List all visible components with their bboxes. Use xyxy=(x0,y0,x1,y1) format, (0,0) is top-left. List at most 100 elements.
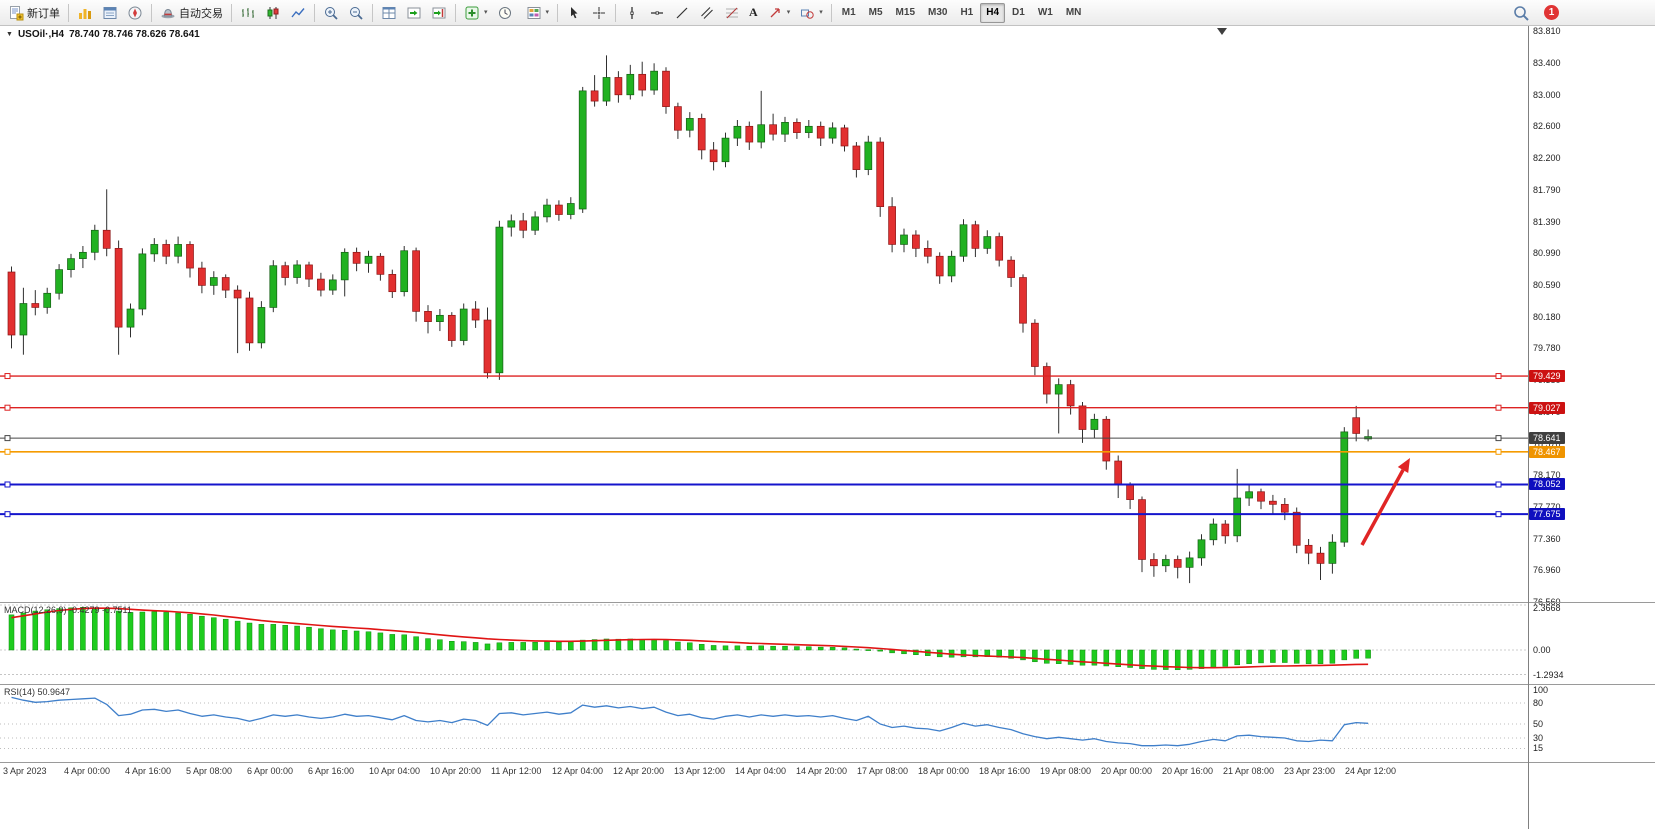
channel-icon xyxy=(699,5,715,21)
time-axis-label: 3 Apr 2023 xyxy=(3,766,47,776)
macd-chart[interactable] xyxy=(0,603,1528,684)
fibonacci-icon xyxy=(724,5,740,21)
price-scale[interactable]: 83.810 83.400 83.000 82.600 82.200 81.790 81.3… xyxy=(1528,26,1655,829)
timeframe-W1[interactable]: W1 xyxy=(1037,7,1053,18)
timeframe-M30[interactable]: M30 xyxy=(928,7,948,18)
candlestick-chart-button[interactable] xyxy=(261,2,285,24)
timeframe-D1[interactable]: D1 xyxy=(1012,7,1025,18)
vertical-line-button[interactable] xyxy=(620,2,644,24)
price-axis-label: 83.810 xyxy=(1533,26,1561,36)
time-axis-label: 14 Apr 20:00 xyxy=(796,766,848,776)
crosshair-button[interactable] xyxy=(587,2,611,24)
templates-button[interactable]: ▾ xyxy=(522,2,554,24)
shapes-tool-button[interactable]: ▾ xyxy=(795,2,827,24)
autotrade-button[interactable]: 自动交易 xyxy=(156,2,227,24)
timeframe-MN[interactable]: MN xyxy=(1065,7,1082,18)
channel-button[interactable] xyxy=(695,2,719,24)
rsi-axis-label: 80 xyxy=(1533,698,1544,708)
timeframe-H4[interactable]: H4 xyxy=(980,2,1006,23)
bars-chart-button[interactable] xyxy=(236,2,260,24)
price-tag-78.052: 78.052 xyxy=(1529,478,1565,490)
rsi-chart[interactable] xyxy=(0,685,1528,762)
line-chart-icon xyxy=(290,5,306,21)
autotrade-hat-icon xyxy=(160,5,176,21)
market-watch-button[interactable] xyxy=(73,2,97,24)
price-axis-label: 80.180 xyxy=(1533,312,1561,322)
navigator-button[interactable] xyxy=(123,2,147,24)
price-scale-main: 83.810 83.400 83.000 82.600 82.200 81.790 81.3… xyxy=(1529,26,1655,607)
search-button[interactable] xyxy=(1508,2,1534,24)
main-price-pane: ▼ USOil·,H4 78.740 78.746 78.626 78.641 xyxy=(0,26,1528,602)
price-tag-78.641: 78.641 xyxy=(1529,432,1565,444)
periods-clock-icon xyxy=(497,5,513,21)
price-scale-rsi: 100 80 50 30 15 xyxy=(1529,684,1655,762)
market-watch-icon xyxy=(77,5,93,21)
time-axis[interactable]: 3 Apr 2023 4 Apr 00:00 4 Apr 16:00 5 Apr 08… xyxy=(0,762,1528,780)
timeframe-M5[interactable]: M5 xyxy=(868,7,883,18)
trendline-button[interactable] xyxy=(670,2,694,24)
toolbar-separator xyxy=(231,3,232,22)
price-axis-label: 78.170 xyxy=(1533,470,1561,480)
add-indicator-icon xyxy=(464,5,480,21)
time-axis-label: 10 Apr 04:00 xyxy=(369,766,421,776)
zoom-out-button[interactable] xyxy=(344,2,368,24)
zoom-in-button[interactable] xyxy=(319,2,343,24)
timeframe-H1[interactable]: H1 xyxy=(960,7,974,18)
periods-button[interactable] xyxy=(493,2,521,24)
arrow-tool-button[interactable]: ▾ xyxy=(763,2,795,24)
main-chart[interactable] xyxy=(0,26,1528,602)
new-order-button[interactable]: 新订单 xyxy=(4,2,64,24)
price-axis-label: 83.400 xyxy=(1533,58,1561,68)
horizontal-lines-layer[interactable] xyxy=(0,373,1528,518)
rsi-axis-label: 100 xyxy=(1533,685,1549,695)
timeframe-M1[interactable]: M1 xyxy=(841,7,856,18)
data-window-button[interactable] xyxy=(98,2,122,24)
text-tool-button[interactable]: A xyxy=(745,2,762,24)
toolbar: 新订单 自动交易 ▾ xyxy=(0,0,1655,26)
rsi-axis-label: 50 xyxy=(1533,719,1544,729)
auto-scroll-icon xyxy=(406,5,422,21)
line-chart-button[interactable] xyxy=(286,2,310,24)
auto-scroll-button[interactable] xyxy=(402,2,426,24)
toolbar-separator xyxy=(151,3,152,22)
price-axis-label: 80.990 xyxy=(1533,248,1561,258)
rsi-line xyxy=(11,696,1369,747)
new-order-label: 新订单 xyxy=(27,7,60,20)
toolbar-separator xyxy=(68,3,69,22)
cursor-button[interactable] xyxy=(562,2,586,24)
price-axis-label: 82.200 xyxy=(1533,153,1561,163)
chart-shift-marker[interactable] xyxy=(1217,28,1227,35)
symbol-caret-icon[interactable]: ▼ xyxy=(6,31,13,38)
cursor-arrow-icon xyxy=(566,5,582,21)
tile-windows-button[interactable] xyxy=(377,2,401,24)
fibonacci-button[interactable] xyxy=(720,2,744,24)
macd-label: MACD(12,26,9) -0.4279 -0.7511 xyxy=(4,605,132,615)
horizontal-line-icon xyxy=(649,5,665,21)
time-axis-label: 5 Apr 08:00 xyxy=(186,766,233,776)
rsi-pane: RSI(14) 50.9647 xyxy=(0,684,1528,762)
time-axis-label: 18 Apr 00:00 xyxy=(918,766,970,776)
timeframe-group: M1 M5 M15 M30 H1 H4 D1 W1 MN xyxy=(836,2,1088,23)
time-axis-label: 21 Apr 08:00 xyxy=(1223,766,1275,776)
chart-shift-button[interactable] xyxy=(427,2,451,24)
rsi-axis-label: 30 xyxy=(1533,733,1544,743)
horizontal-line-button[interactable] xyxy=(645,2,669,24)
time-axis-label: 19 Apr 08:00 xyxy=(1040,766,1092,776)
price-tag-79.429: 79.429 xyxy=(1529,370,1565,382)
zoom-out-icon xyxy=(348,5,364,21)
add-indicator-button[interactable]: ▾ xyxy=(460,2,492,24)
time-axis-label: 13 Apr 12:00 xyxy=(674,766,726,776)
notification-badge[interactable]: 1 xyxy=(1544,5,1559,20)
price-scale-filler xyxy=(1529,762,1655,829)
time-axis-label: 12 Apr 20:00 xyxy=(613,766,665,776)
price-axis-label: 76.960 xyxy=(1533,565,1561,575)
price-tag-79.027: 79.027 xyxy=(1529,402,1565,414)
text-tool-icon: A xyxy=(749,5,758,19)
time-axis-label: 10 Apr 20:00 xyxy=(430,766,482,776)
price-scale-macd: 2.3668 0.00 -1.2934 xyxy=(1529,602,1655,684)
bars-chart-icon xyxy=(240,5,256,21)
up-arrow-annotation[interactable] xyxy=(1360,458,1410,546)
timeframe-M15[interactable]: M15 xyxy=(895,7,915,18)
time-axis-label: 18 Apr 16:00 xyxy=(979,766,1031,776)
